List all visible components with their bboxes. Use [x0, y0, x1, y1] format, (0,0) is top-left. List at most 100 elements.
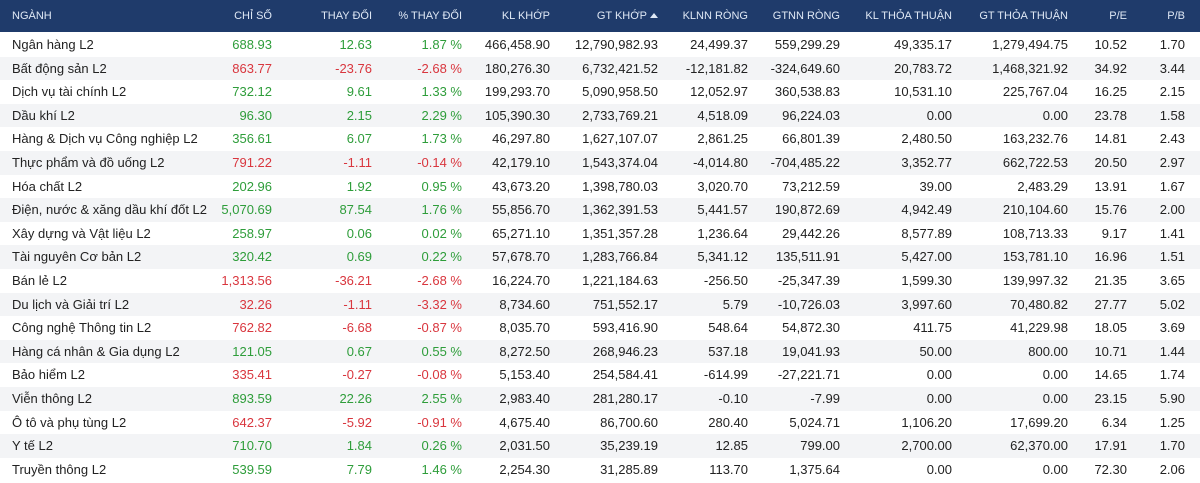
cell-value: 6.34	[1101, 414, 1127, 430]
cell-value: 15.76	[1094, 202, 1127, 218]
cell-value: 3.69	[1159, 320, 1185, 336]
column-header[interactable]: KLNN RÒNG	[682, 10, 748, 22]
cell-value: 893.59	[232, 391, 272, 406]
table-row[interactable]: Xây dựng và Vật liệu L2 258.97 0.06 0.02 % 6…	[0, 221, 1200, 246]
table-row[interactable]: Bán lẻ L2 1,313.56 -36.21 -2.68 % 16,224.70 1…	[0, 269, 1200, 293]
column-header[interactable]: P/E	[1109, 10, 1127, 22]
cell-value: 1,398,780.03	[582, 178, 658, 194]
cell-value: 1,106.20	[901, 414, 952, 430]
cell-value: 2,031.50	[499, 438, 550, 454]
cell-value: 0.00	[926, 391, 952, 406]
cell-value: 799.00	[800, 438, 840, 454]
cell-value: 21.35	[1094, 273, 1127, 288]
cell-value: 1.92	[346, 178, 372, 194]
cell-value: 1,351,357.28	[582, 225, 658, 241]
column-header[interactable]: P/B	[1167, 10, 1185, 22]
table-row[interactable]: Hàng cá nhân & Gia dụng L2 121.05 0.67 0.55…	[0, 339, 1200, 364]
sector-name: Xây dựng và Vật liệu L2	[12, 225, 151, 241]
cell-value: 1.73 %	[421, 131, 462, 147]
table-row[interactable]: Truyền thông L2 539.59 7.79 1.46 % 2,254.30 3…	[0, 457, 1200, 482]
cell-value: 0.00	[1042, 107, 1068, 123]
column-header[interactable]: % THAY ĐỔI	[398, 10, 462, 22]
cell-value: 4,942.49	[901, 202, 952, 218]
cell-value: 2.29 %	[421, 107, 462, 123]
cell-value: 70,480.82	[1010, 296, 1068, 312]
cell-value: -3.32 %	[417, 296, 462, 312]
cell-value: 1.41	[1159, 225, 1185, 241]
cell-value: 1,375.64	[789, 461, 840, 477]
cell-value: 66,801.39	[782, 131, 840, 147]
cell-value: -0.87 %	[417, 320, 462, 336]
cell-value: 5,441.57	[697, 202, 748, 218]
cell-value: 8,577.89	[901, 225, 952, 241]
cell-value: 0.00	[926, 107, 952, 123]
cell-value: -6.68	[342, 320, 372, 336]
table-row[interactable]: Ngân hàng L2 688.93 12.63 1.87 % 466,458.90 1…	[0, 33, 1200, 57]
cell-value: 34.92	[1094, 60, 1127, 76]
cell-value: 0.00	[926, 367, 952, 383]
column-header[interactable]: KL KHỚP	[501, 10, 550, 22]
cell-value: 29,442.26	[782, 225, 840, 241]
table-row[interactable]: Hóa chất L2 202.96 1.92 0.95 % 43,673.20 1,39…	[0, 174, 1200, 199]
cell-value: -25,347.39	[777, 273, 840, 288]
cell-value: 42,179.10	[492, 155, 550, 170]
table-row[interactable]: Hàng & Dịch vụ Công nghiệp L2 356.61 6.07 1…	[0, 127, 1200, 151]
table-row[interactable]: Công nghệ Thông tin L2 762.82 -6.68 -0.87 %…	[0, 316, 1200, 340]
column-header[interactable]: GT THỎA THUẬN	[979, 10, 1068, 22]
column-header[interactable]: GT KHỚP	[597, 0, 658, 32]
cell-value: -0.91 %	[417, 414, 462, 430]
cell-value: 258.97	[232, 225, 272, 241]
sector-name: Truyền thông L2	[12, 461, 107, 477]
cell-value: 55,856.70	[492, 202, 550, 218]
column-header[interactable]: GTNN RÒNG	[772, 10, 840, 22]
column-header[interactable]: NGÀNH	[12, 10, 52, 22]
cell-value: 43,673.20	[492, 178, 550, 194]
table-row[interactable]: Ô tô và phụ tùng L2 642.37 -5.92 -0.91 % 4,6…	[0, 410, 1200, 435]
cell-value: 0.55 %	[421, 343, 462, 359]
cell-value: 7.79	[346, 461, 372, 477]
table-row[interactable]: Viễn thông L2 893.59 22.26 2.55 % 2,983.40 28…	[0, 387, 1200, 411]
cell-value: -614.99	[703, 367, 748, 383]
column-header[interactable]: THAY ĐỔI	[321, 10, 372, 22]
cell-value: -704,485.22	[770, 155, 840, 170]
cell-value: 8,035.70	[499, 320, 550, 336]
table-row[interactable]: Dịch vụ tài chính L2 732.12 9.61 1.33 % 199,…	[0, 80, 1200, 104]
cell-value: -2.68 %	[417, 60, 462, 76]
cell-value: -0.08 %	[417, 367, 462, 383]
table-row[interactable]: Tài nguyên Cơ bản L2 320.42 0.69 0.22 % 57,6…	[0, 245, 1200, 269]
table-row[interactable]: Thực phẩm và đồ uống L2 791.22 -1.11 -0.14 …	[0, 151, 1200, 175]
column-header[interactable]: CHỈ SỐ	[234, 10, 272, 22]
cell-value: 0.67	[346, 343, 372, 359]
cell-value: 27.77	[1094, 296, 1127, 312]
cell-value: 14.65	[1094, 367, 1127, 383]
cell-value: -1.11	[343, 296, 372, 312]
sector-name: Dịch vụ tài chính L2	[12, 84, 127, 100]
cell-value: 3,352.77	[901, 155, 952, 170]
column-header[interactable]: KL THỎA THUẬN	[865, 10, 952, 22]
cell-value: 10,531.10	[894, 84, 952, 100]
cell-value: 16.96	[1094, 249, 1127, 265]
cell-value: 10.71	[1094, 343, 1127, 359]
cell-value: 1.46 %	[421, 461, 462, 477]
cell-value: 163,232.76	[1002, 131, 1068, 147]
cell-value: 202.96	[232, 178, 272, 194]
cell-value: 153,781.10	[1002, 249, 1068, 265]
cell-value: 108,713.33	[1002, 225, 1068, 241]
cell-value: 1.33 %	[421, 84, 462, 100]
cell-value: 791.22	[232, 155, 272, 170]
table-row[interactable]: Du lịch và Giải trí L2 32.26 -1.11 -3.32 % 8…	[0, 292, 1200, 317]
table-row[interactable]: Y tế L2 710.70 1.84 0.26 % 2,031.50 35,239.19…	[0, 434, 1200, 458]
table-row[interactable]: Dầu khí L2 96.30 2.15 2.29 % 105,390.30 2,733…	[0, 103, 1200, 128]
cell-value: 2.97	[1159, 155, 1185, 170]
cell-value: 539.59	[232, 461, 272, 477]
cell-value: -324,649.60	[770, 60, 840, 76]
cell-value: 2.15	[346, 107, 372, 123]
table-row[interactable]: Bảo hiểm L2 335.41 -0.27 -0.08 % 5,153.40 254…	[0, 363, 1200, 387]
sector-name: Bán lẻ L2	[12, 273, 67, 288]
cell-value: 360,538.83	[774, 84, 840, 100]
cell-value: -23.76	[335, 60, 372, 76]
cell-value: 1.51	[1159, 249, 1185, 265]
table-row[interactable]: Điện, nước & xăng dầu khí đốt L2 5,070.69…	[0, 198, 1200, 222]
table-row[interactable]: Bất động sản L2 863.77 -23.76 -2.68 % 180,27…	[0, 56, 1200, 81]
sector-name: Du lịch và Giải trí L2	[12, 296, 130, 312]
